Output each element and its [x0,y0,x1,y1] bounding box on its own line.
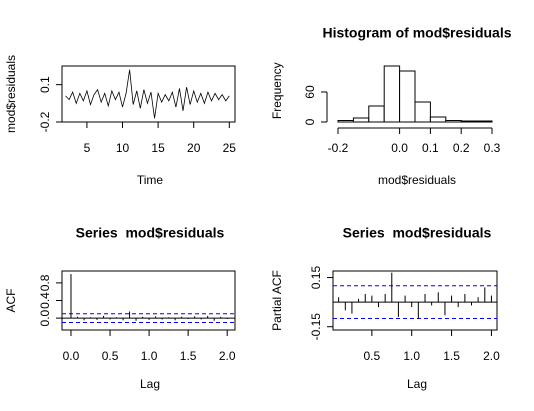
x-tick-label: 2.0 [219,349,236,363]
y-axis-label: Frequency [270,62,284,119]
plot-box [61,270,236,331]
x-tick-label: 0.0 [63,349,80,363]
plot-box [332,270,498,331]
bar [476,120,493,123]
x-tick-label: 0.1 [422,141,439,155]
y-tick-label: -0.15 [309,313,323,341]
y-tick-label: 0.0 [38,309,52,326]
panel-title: Histogram of mod$residuals [322,25,511,41]
bar [445,120,462,123]
panel-title: Series mod$residuals [76,225,225,241]
bar [399,70,416,123]
bar [383,65,401,123]
y-axis-label: mod$residuals [4,55,18,133]
bar [429,116,447,123]
x-tick-label: 1.0 [141,349,158,363]
panel-title: Series mod$residuals [343,225,492,241]
y-tick-label: 0.1 [38,76,52,93]
x-tick-label: 0.5 [364,349,381,363]
x-tick-label: 1.0 [403,349,420,363]
x-tick-label: 0.3 [484,141,501,155]
bar [337,120,354,123]
y-axis-label: Partial ACF [270,270,284,331]
x-tick-label: 0.2 [453,141,470,155]
x-tick-label: 20 [187,141,201,155]
y-tick-label: 0 [303,118,317,125]
x-tick-label: 1.5 [443,349,460,363]
plot-box [61,65,236,123]
x-axis-label: mod$residuals [378,173,456,187]
bar [414,101,431,123]
x-tick-label: 2.0 [483,349,500,363]
series-line [65,69,230,119]
x-axis-label: Lag [407,377,427,391]
x-tick-label: 0.0 [391,141,408,155]
bar [460,120,478,123]
bar [352,117,370,123]
y-tick-label: 0.8 [38,274,52,291]
bar [368,105,385,123]
y-tick-label: -0.2 [38,111,52,132]
x-tick-label: -0.2 [328,141,349,155]
x-axis-label: Time [137,173,164,187]
x-tick-label: 25 [223,141,237,155]
x-tick-label: 5 [84,141,91,155]
x-tick-label: 15 [151,141,165,155]
x-axis-label: Lag [140,377,160,391]
x-tick-label: 1.5 [180,349,197,363]
y-tick-label: 0.15 [309,266,323,290]
y-tick-label: 0.4 [38,292,52,309]
x-tick-label: 10 [116,141,130,155]
y-axis-label: ACF [4,289,18,313]
y-tick-label: 60 [303,85,317,99]
x-tick-label: 0.5 [102,349,119,363]
